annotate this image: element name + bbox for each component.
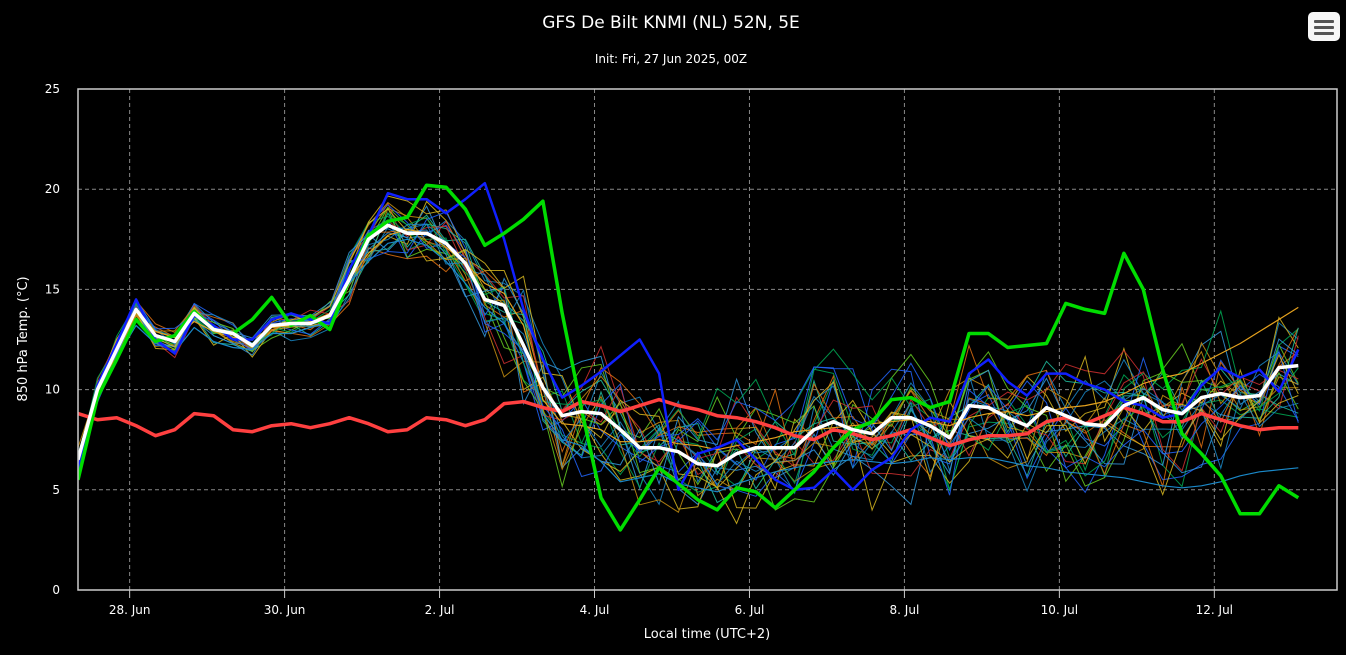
ensemble-member-line <box>78 219 1299 468</box>
plot-border <box>77 88 1338 591</box>
x-tick-label: 4. Jul <box>580 603 610 617</box>
ensemble-member-line <box>78 206 1299 511</box>
x-tick-label: 10. Jul <box>1041 603 1078 617</box>
member-line <box>78 228 1299 470</box>
y-tick-label: 20 <box>45 182 60 196</box>
series-lines <box>78 181 1300 532</box>
control-run-line <box>78 183 1300 532</box>
y-axis: 0 5 10 15 20 25 <box>45 82 60 597</box>
chart-title: GFS De Bilt KNMI (NL) 52N, 5E <box>542 13 800 33</box>
plot-background <box>78 89 1337 590</box>
climatology-line <box>78 397 1299 448</box>
x-tick-label: 28. Jun <box>109 603 151 617</box>
ensemble-member-line <box>78 211 1299 478</box>
operational-run-line <box>78 181 1300 492</box>
ensemble-member-line <box>78 201 1299 513</box>
x-tick-label: 8. Jul <box>890 603 920 617</box>
y-tick-label: 5 <box>52 483 60 497</box>
hamburger-menu-icon[interactable] <box>1308 12 1340 41</box>
y-axis-title: 850 hPa Temp. (°C) <box>16 276 31 401</box>
ensemble-member-line <box>78 205 1299 506</box>
x-tick-label: 6. Jul <box>735 603 765 617</box>
y-tick-label: 15 <box>45 282 60 296</box>
member-line <box>78 238 1299 493</box>
ensemble-mean-line <box>78 223 1299 468</box>
x-axis-title: Local time (UTC+2) <box>644 627 770 642</box>
x-tick-label: 12. Jul <box>1196 603 1233 617</box>
x-tick-label: 30. Jun <box>264 603 306 617</box>
x-axis: 28. Jun 30. Jun 2. Jul 4. Jul 6. Jul 8. Jul 10… <box>109 590 1233 617</box>
ensemble-member-line <box>78 195 1299 510</box>
chart-subtitle: Init: Fri, 27 Jun 2025, 00Z <box>595 52 747 66</box>
y-tick-label: 25 <box>45 82 60 96</box>
y-tick-label: 10 <box>45 383 60 397</box>
y-tick-label: 0 <box>52 583 60 597</box>
x-tick-label: 2. Jul <box>425 603 455 617</box>
